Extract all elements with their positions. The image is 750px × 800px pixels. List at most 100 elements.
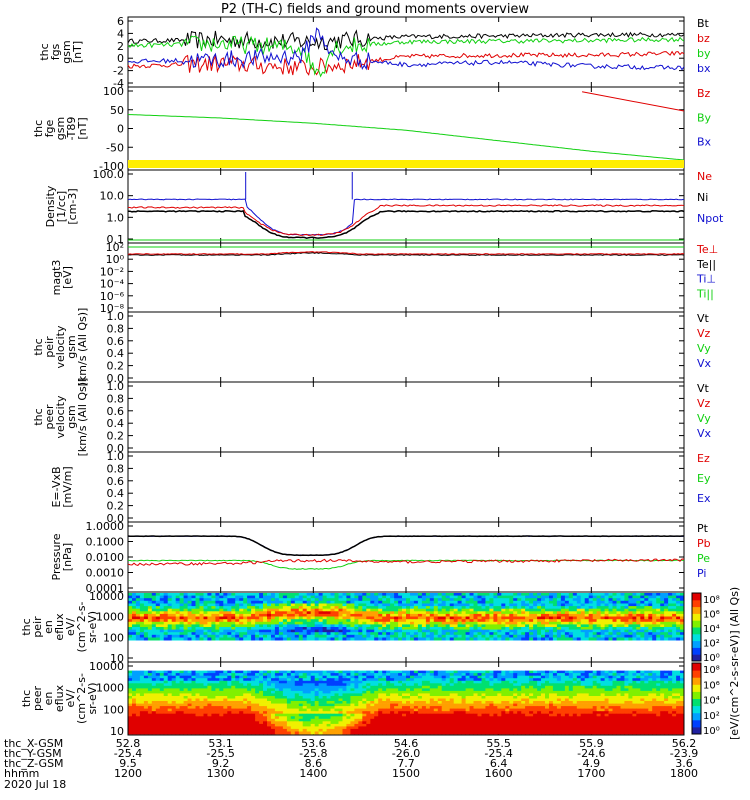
ion-spectrogram: [128, 593, 685, 641]
y-tick-label: 10000: [89, 660, 124, 673]
series-line-Bz: [582, 91, 685, 112]
y-axis-label-line: gsm: [65, 335, 78, 358]
y-axis-label-line: [1/cc]: [55, 191, 68, 222]
y-tick-label: 0.0: [107, 442, 125, 455]
electron-colorbar: 10⁸ 10⁶ 10⁴ 10² 10⁰: [691, 662, 720, 737]
y-tick-label: 0.8: [107, 462, 125, 475]
y-axis-label-line: en: [42, 620, 55, 634]
y-tick-label: 100: [103, 703, 124, 716]
colorbar-tick-label: 10⁴: [703, 696, 720, 707]
y-axis-label-line: Density: [44, 185, 57, 227]
orbit-value: 55.5: [486, 737, 511, 750]
y-axis-label-line: [nT]: [76, 117, 89, 139]
y-tick-label: 0.0: [107, 372, 125, 385]
legend-entry: By: [697, 111, 712, 124]
y-tick-label: 0: [117, 52, 124, 65]
y-axis-label: E=-VxB[mV/m]: [50, 466, 74, 507]
colorbar-tick-label: 10⁸: [703, 665, 720, 676]
orbit-value: 9.5: [119, 757, 137, 770]
y-axis-label-line: eV/: [64, 689, 77, 707]
orbit-value: 1600: [484, 767, 513, 780]
y-axis-label-line: [km/s (All Qs)]: [76, 378, 89, 457]
y-axis-label-line: eflux: [53, 613, 66, 641]
colorbar-frame: [691, 592, 702, 662]
legend-entry: Ex: [697, 492, 711, 505]
y-tick-label: -50: [106, 141, 124, 154]
panel-ve: 1.00.80.60.40.20.0 thcpeervelocitygsm[km/…: [32, 378, 712, 457]
y-tick-label: 100.0: [93, 168, 125, 181]
series-line-Te-perp: [127, 251, 685, 255]
y-axis-label: magt3[eV]: [50, 260, 74, 296]
y-tick-label: 0.2: [107, 430, 125, 443]
colorbar-tick-label: 10²: [703, 711, 720, 722]
orbit-row-label: thc_Z-GSM: [4, 757, 64, 770]
orbit-value: 1500: [392, 767, 420, 780]
series-line-Ni: [128, 209, 685, 239]
orbit-row-label: thc_Y-GSM: [4, 747, 62, 760]
y-tick-label: 0: [117, 123, 124, 136]
legend-entry: Vy: [697, 412, 711, 425]
legend-entry: Vz: [697, 327, 711, 340]
temp-series: [127, 246, 685, 256]
y-axis-label-line: sr-eV): [86, 682, 99, 714]
y-axis-label: Density[1/cc][cm-3]: [44, 185, 79, 227]
y-tick-label: 0.1: [107, 233, 125, 246]
legend-entry: Vx: [697, 427, 712, 440]
series-line-by: [127, 35, 685, 78]
y-tick-label: 4: [117, 27, 124, 40]
y-axis-label-line: thc: [32, 120, 45, 137]
pressure-series: [127, 535, 685, 570]
y-axis-label-line: E=-VxB: [50, 466, 63, 507]
series-line-By: [127, 114, 685, 161]
colorbar-label: [eV/(cm^2-s-sr-eV)] (All Qs): [728, 587, 741, 740]
orbit-value: 52.8: [115, 737, 141, 750]
y-axis-label-line: [mV/m]: [61, 466, 74, 507]
fge-series: [127, 91, 685, 168]
y-tick-label: 50: [110, 104, 124, 117]
series-line-Ne: [127, 204, 685, 237]
y-tick-label: 2: [117, 40, 124, 53]
series-line-bz: [127, 50, 685, 76]
y-tick-label: 100: [103, 631, 124, 644]
y-axis-label-line: gsm: [65, 405, 78, 428]
orbit-value: 1400: [299, 767, 328, 780]
legend-entry: Ni: [697, 191, 708, 204]
y-tick-label: 10⁰: [106, 253, 125, 266]
ion-colorbar: 10⁸ 10⁶ 10⁴ 10² 10⁰: [691, 592, 720, 664]
orbit-value: 56.2: [671, 737, 697, 750]
date-label: 2020 Jul 18: [4, 778, 67, 791]
y-tick-label: 10000: [89, 590, 124, 603]
y-tick-label: -4: [113, 77, 124, 90]
orbit-value: 1200: [114, 767, 142, 780]
panel-efield: 1.00.80.60.40.20.0 E=-VxB[mV/m] Ez Ey Ex: [50, 450, 711, 525]
y-tick-label: 1.0: [107, 211, 125, 224]
orbit-value: -25.4: [113, 747, 143, 760]
panel-frame: [127, 86, 685, 171]
y-axis-label-line: peer: [43, 404, 56, 430]
orbit-value: 1800: [670, 767, 698, 780]
y-axis-label-line: gsm: [54, 117, 67, 140]
y-tick-label: 10⁻⁶: [100, 290, 125, 303]
y-axis-label-line: en: [42, 692, 55, 706]
colorbar-tick-label: 10²: [703, 639, 720, 650]
legend-entry: Npot: [697, 212, 724, 225]
orbit-value: 6.4: [489, 757, 508, 770]
y-axis-label-line: peir: [43, 336, 56, 358]
y-tick-label: 1.0: [107, 310, 125, 323]
plot-title: P2 (TH-C) fields and ground moments over…: [220, 2, 530, 17]
y-axis-label-line: [cm-3]: [66, 188, 79, 224]
y-axis-label-line: velocity: [54, 325, 67, 368]
y-axis-label-line: eflux: [53, 684, 66, 712]
y-axis-label-line: fgs: [49, 43, 62, 60]
y-tick-label: 0.6: [107, 475, 125, 488]
orbit-value: 9.2: [211, 757, 230, 770]
legend-entry: Ti⊥: [696, 273, 716, 286]
y-tick-label: 10: [110, 725, 124, 738]
y-tick-label: 1.0: [107, 450, 125, 463]
y-tick-label: 10⁻²: [100, 265, 124, 278]
colorbar-tick-label: 10⁶: [703, 610, 720, 621]
y-axis-label-line: [nT]: [71, 41, 84, 63]
